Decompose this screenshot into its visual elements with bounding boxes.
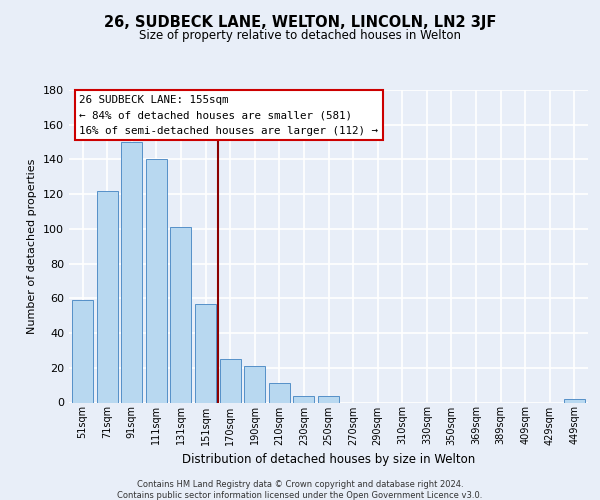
Text: 26, SUDBECK LANE, WELTON, LINCOLN, LN2 3JF: 26, SUDBECK LANE, WELTON, LINCOLN, LN2 3… [104, 15, 496, 30]
Text: Size of property relative to detached houses in Welton: Size of property relative to detached ho… [139, 29, 461, 42]
Bar [564, 399, 585, 402]
Bar [97, 190, 118, 402]
Text: Contains HM Land Registry data © Crown copyright and database right 2024.: Contains HM Land Registry data © Crown c… [137, 480, 463, 489]
Bar [220, 359, 241, 403]
Bar [146, 160, 167, 402]
Text: 26 SUDBECK LANE: 155sqm
← 84% of detached houses are smaller (581)
16% of semi-d: 26 SUDBECK LANE: 155sqm ← 84% of detache… [79, 94, 379, 136]
Bar [244, 366, 265, 403]
Bar [269, 384, 290, 402]
Bar [121, 142, 142, 403]
Y-axis label: Number of detached properties: Number of detached properties [28, 158, 37, 334]
Bar [293, 396, 314, 402]
Bar [170, 227, 191, 402]
Bar [72, 300, 93, 402]
Bar [195, 304, 216, 402]
Text: Contains public sector information licensed under the Open Government Licence v3: Contains public sector information licen… [118, 491, 482, 500]
Bar [318, 396, 339, 402]
X-axis label: Distribution of detached houses by size in Welton: Distribution of detached houses by size … [182, 453, 475, 466]
